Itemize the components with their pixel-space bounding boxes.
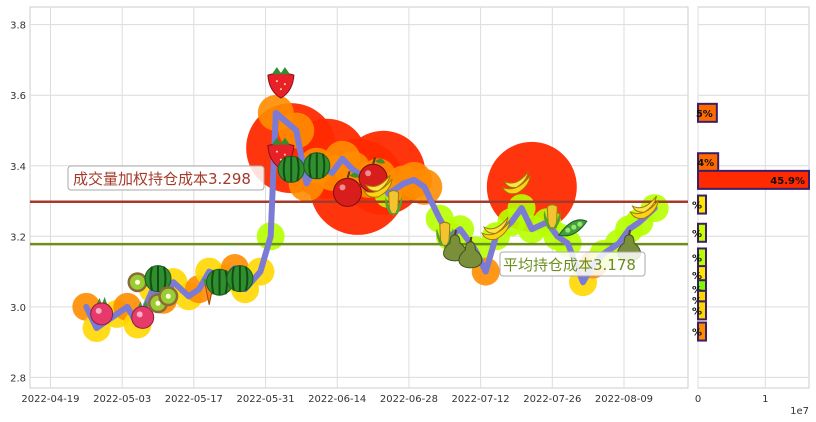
distribution-bar — [697, 300, 707, 321]
pear-icon — [458, 236, 483, 269]
radish-icon — [131, 300, 155, 329]
side-x-multiplier: 1e7 — [790, 406, 809, 417]
x-tick-label: 2022-06-14 — [308, 394, 366, 405]
x-tick-label: 2022-08-09 — [595, 394, 653, 405]
y-tick-label: 2.8 — [10, 373, 26, 384]
distribution-bar — [697, 222, 707, 243]
distribution-bar — [697, 169, 810, 190]
side-grid — [697, 7, 809, 388]
x-tick-label: 2022-06-28 — [380, 394, 438, 405]
watermelon-icon — [303, 152, 331, 180]
weighted-cost-label: 成交量加权持仓成本3.298 — [73, 170, 251, 188]
average-cost-annotation: 平均持仓成本3.178 — [499, 251, 646, 277]
apple-icon — [333, 171, 362, 207]
x-tick-label: 2022-05-31 — [236, 394, 294, 405]
peapod-icon — [557, 219, 588, 237]
distribution-bar-label: % — [692, 253, 702, 264]
distribution-bar-label: % — [692, 306, 702, 317]
strawberry-icon — [267, 67, 295, 99]
x-tick-label: 2022-05-17 — [165, 394, 223, 405]
x-tick-label: 2022-07-12 — [452, 394, 510, 405]
distribution-bar-label: % — [692, 328, 702, 339]
side-plot-area — [697, 6, 810, 389]
y-tick-label: 3.8 — [10, 21, 26, 32]
banana-icon — [363, 174, 393, 198]
x-tick-label: 2022-05-03 — [93, 394, 151, 405]
weighted-cost-annotation: 成交量加权持仓成本3.298 — [67, 165, 265, 191]
main-y-ticks: 2.8 3.0 3.2 3.4 3.6 3.8 — [10, 21, 26, 385]
distribution-bars: 5% 4% 45.9%%%%%%%%% — [692, 102, 810, 342]
distribution-bar-label: % — [692, 296, 702, 307]
banana-icon — [501, 171, 531, 195]
banana-icon — [629, 195, 659, 219]
watermelon-icon — [226, 265, 254, 293]
banana-icon — [480, 216, 511, 241]
kiwi-icon — [158, 286, 179, 307]
y-tick-label: 3.4 — [10, 162, 26, 173]
distribution-bar — [697, 102, 718, 123]
distribution-bar — [697, 321, 707, 342]
watermelon-icon — [206, 268, 233, 296]
distribution-bar — [697, 194, 707, 215]
x-tick-label: 2022-04-19 — [21, 394, 79, 405]
distribution-bar-label: 4% — [697, 158, 714, 169]
y-tick-label: 3.2 — [10, 232, 26, 243]
cost-lines — [30, 200, 688, 246]
distribution-bar-label: % — [692, 271, 702, 282]
radish-icon — [90, 296, 114, 326]
distribution-bar-label: % — [692, 285, 702, 296]
distribution-bar-label: % — [692, 201, 702, 212]
side-x-tick-label: 1 — [762, 394, 768, 405]
kiwi-icon — [127, 272, 148, 293]
corn-icon — [543, 204, 561, 231]
watermelon-icon — [277, 155, 305, 183]
distribution-bar-label: % — [692, 229, 702, 240]
y-tick-label: 3.6 — [10, 91, 26, 102]
x-tick-label: 2022-07-26 — [523, 394, 581, 405]
fruit-markers — [90, 67, 659, 329]
side-x-tick-label: 0 — [695, 394, 701, 405]
y-tick-label: 3.0 — [10, 303, 26, 314]
main-x-ticks: 2022-04-19 2022-05-03 2022-05-17 2022-05-31… — [21, 394, 653, 405]
distribution-bar-label: 45.9% — [770, 176, 805, 187]
average-cost-label: 平均持仓成本3.178 — [503, 256, 636, 274]
corn-icon — [385, 190, 403, 217]
distribution-bar-label: 5% — [696, 109, 713, 120]
